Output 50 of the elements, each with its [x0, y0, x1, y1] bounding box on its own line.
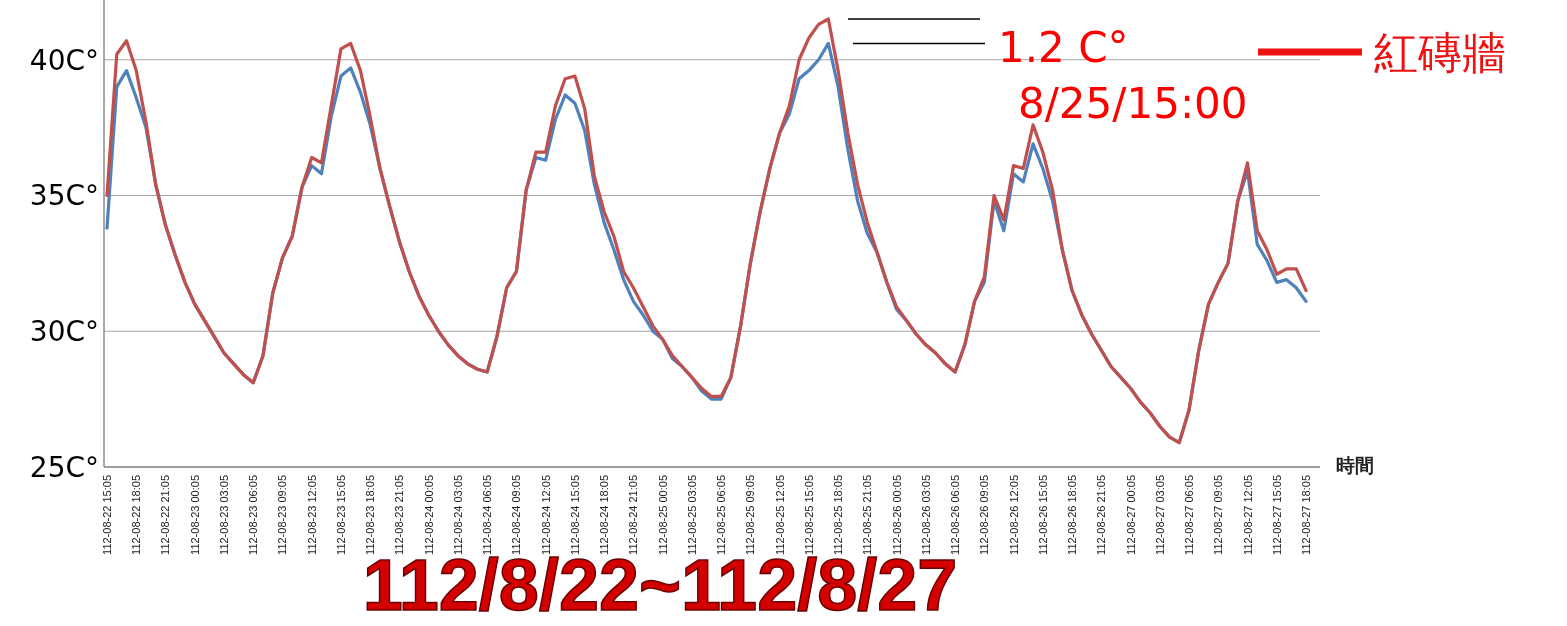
y-tick-label: 35C°: [29, 179, 99, 213]
x-tick-label: 112-08-25 18:05: [832, 475, 845, 555]
x-axis-title: 時間: [1336, 454, 1374, 476]
x-tick-label: 112-08-24 00:05: [422, 475, 435, 555]
x-tick-label: 112-08-26 09:05: [978, 475, 991, 555]
x-tick-label: 112-08-26 03:05: [919, 475, 932, 555]
x-tick-label: 112-08-27 00:05: [1124, 475, 1137, 555]
x-tick-label: 112-08-24 06:05: [481, 475, 494, 555]
x-tick-label: 112-08-23 09:05: [276, 475, 289, 555]
x-tick-label: 112-08-26 18:05: [1066, 475, 1079, 555]
x-tick-label: 112-08-26 12:05: [1007, 475, 1020, 555]
annotation: 8/25/15:00: [1018, 79, 1248, 128]
x-tick-label: 112-08-27 09:05: [1212, 475, 1225, 555]
x-tick-label: 112-08-23 18:05: [364, 475, 377, 555]
x-tick-label: 112-08-22 21:05: [159, 475, 172, 555]
y-tick-label: 40C°: [29, 43, 99, 77]
x-tick-label: 112-08-24 12:05: [539, 475, 552, 555]
x-tick-label: 112-08-25 21:05: [861, 475, 874, 555]
x-tick-label: 112-08-25 09:05: [744, 475, 757, 555]
x-tick-label: 112-08-25 12:05: [773, 475, 786, 555]
x-tick-label: 112-08-26 06:05: [949, 475, 962, 555]
x-tick-label: 112-08-27 03:05: [1153, 475, 1166, 555]
x-tick-label: 112-08-24 18:05: [598, 475, 611, 555]
x-tick-label: 112-08-23 06:05: [247, 475, 260, 555]
x-tick-label: 112-08-24 03:05: [451, 475, 464, 555]
x-tick-label: 112-08-26 21:05: [1095, 475, 1108, 555]
text: 紅磚牆: [1374, 27, 1506, 78]
annotation: 1.2 C°: [998, 23, 1129, 72]
x-tick-label: 112-08-24 15:05: [568, 475, 581, 555]
x-tick-label: 112-08-22 18:05: [130, 475, 143, 555]
y-tick-label: 25C°: [29, 451, 99, 484]
x-tick-label: 112-08-26 15:05: [1036, 475, 1049, 555]
x-tick-label: 112-08-27 06:05: [1183, 475, 1196, 555]
x-tick-label: 112-08-23 03:05: [217, 475, 230, 555]
x-tick-label: 112-08-23 00:05: [188, 475, 201, 555]
x-tick-label: 112-08-23 15:05: [334, 475, 347, 555]
x-tick-label: 112-08-27 18:05: [1300, 475, 1312, 555]
x-tick-label: 112-08-25 00:05: [656, 475, 669, 555]
x-tick-label: 112-08-25 03:05: [685, 475, 698, 555]
x-tick-label: 112-08-24 21:05: [627, 475, 640, 555]
x-tick-label: 112-08-27 15:05: [1270, 475, 1283, 555]
x-tick-label: 112-08-25 15:05: [802, 475, 815, 555]
x-tick-label: 112-08-27 12:05: [1241, 475, 1254, 555]
y-tick-label: 30C°: [29, 315, 99, 349]
x-tick-label: 112-08-24 09:05: [510, 475, 523, 555]
x-tick-label: 112-08-23 21:05: [393, 475, 406, 555]
x-tick-label: 112-08-26 00:05: [890, 475, 903, 555]
x-tick-label: 112-08-25 06:05: [715, 475, 728, 555]
x-tick-label: 112-08-22 15:05: [101, 475, 113, 555]
x-tick-label: 112-08-23 12:05: [305, 475, 318, 555]
